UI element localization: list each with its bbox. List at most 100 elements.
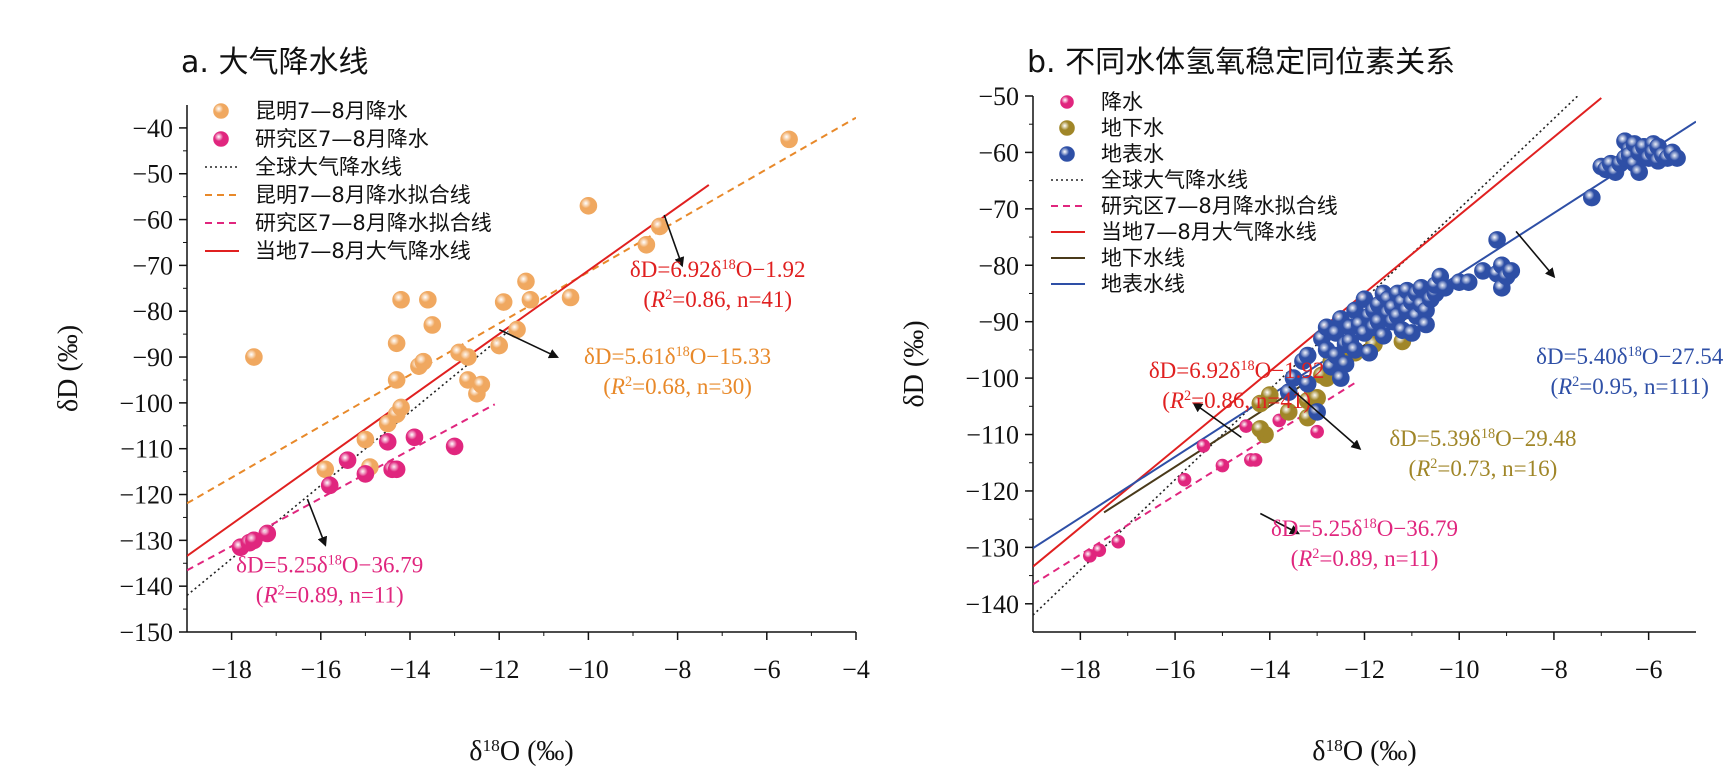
annotation-arrow <box>1259 512 1300 535</box>
annotation-arrow <box>306 498 328 547</box>
data-point <box>1215 458 1230 473</box>
legend-label: 研究区7—8月降水 <box>255 127 429 151</box>
data-point <box>1177 472 1192 487</box>
x-tick-label: −16 <box>300 655 341 684</box>
panel-b: b. 不同水体氢氧稳定同位素关系 −140 −130 −120 −110 −100 −90 −… <box>899 45 1724 767</box>
y-tick-label: −110 <box>966 421 1019 450</box>
data-point <box>356 465 375 483</box>
data-point <box>387 371 406 389</box>
fit-line <box>187 116 856 505</box>
fit-line <box>187 184 710 557</box>
y-tick-label: −50 <box>978 82 1019 111</box>
data-point <box>419 290 437 309</box>
data-point <box>1488 231 1506 249</box>
data-point <box>1239 419 1253 433</box>
y-axis-label: δD (‰) <box>53 325 84 412</box>
y-tick-label: −140 <box>965 590 1019 619</box>
annotation-text: (R2=0.89, n=11) <box>1291 546 1439 571</box>
data-point <box>320 476 339 495</box>
annotation-text: δD=6.92δ18O−1.92 <box>1149 358 1325 383</box>
data-point <box>561 288 580 307</box>
x-tick-label: −8 <box>1540 655 1568 684</box>
y-tick-label: −80 <box>978 251 1019 280</box>
data-point <box>356 430 375 449</box>
legend-label: 全球大气降水线 <box>1101 168 1248 192</box>
data-point <box>414 352 433 371</box>
legend-label: 当地7—8月大气降水线 <box>1101 220 1317 244</box>
data-point <box>1310 424 1324 439</box>
fit-line <box>187 330 509 596</box>
x-tick-label: −6 <box>1635 655 1663 684</box>
data-point <box>392 290 410 309</box>
x-tick-label: −4 <box>842 655 870 684</box>
x-tick-label: −18 <box>211 655 252 684</box>
data-point <box>392 398 410 417</box>
annotation-text: δD=5.25δ18O−36.79 <box>1271 516 1458 541</box>
legend: 降水地下水地表水全球大气降水线研究区7—8月降水拟合线当地7—8月大气降水线地下… <box>1051 90 1338 296</box>
x-axis-label: δ18O (‰) <box>469 736 573 768</box>
data-point <box>1248 453 1263 467</box>
fit-line <box>187 403 496 572</box>
y-tick-label: −90 <box>132 343 173 372</box>
legend-marker <box>1060 95 1074 109</box>
x-tick-label: −12 <box>479 655 520 684</box>
x-axis-label: δ18O (‰) <box>1312 736 1416 768</box>
annotation-arrow <box>1288 385 1362 450</box>
legend-marker <box>213 103 229 119</box>
data-point <box>490 336 509 355</box>
data-point <box>1403 324 1421 342</box>
legend-label: 地下水 <box>1101 116 1164 140</box>
data-point <box>780 130 798 149</box>
annotation-text: (R2=0.89, n=11) <box>256 582 404 607</box>
annotation-text: (R2=0.86, n=41) <box>1162 388 1311 413</box>
data-point <box>1336 355 1355 373</box>
annotation-arrow <box>1515 230 1556 279</box>
data-point <box>1298 346 1317 365</box>
annotation-text: δD=6.92δ18O−1.92 <box>630 257 806 282</box>
legend-label: 当地7—8月大气降水线 <box>255 239 471 263</box>
y-tick-label: −80 <box>132 297 173 326</box>
annotation-text: δD=5.25δ18O−36.79 <box>236 552 423 577</box>
y-tick-label: −40 <box>132 114 173 143</box>
data-point <box>445 437 464 456</box>
legend-label: 地下水线 <box>1101 246 1185 270</box>
y-tick-label: −70 <box>132 251 173 280</box>
x-tick-label: −10 <box>1439 655 1480 684</box>
data-point <box>1251 420 1270 438</box>
data-point <box>1502 262 1521 280</box>
legend-marker <box>1059 120 1075 136</box>
x-tick-label: −14 <box>1249 655 1290 684</box>
data-point <box>1630 163 1648 181</box>
data-point <box>1417 315 1435 334</box>
y-tick-label: −140 <box>119 572 173 601</box>
legend-marker <box>1059 146 1075 162</box>
data-point <box>387 460 406 479</box>
y-tick-label: −70 <box>978 195 1019 224</box>
y-tick-label: −60 <box>978 138 1019 167</box>
data-point <box>316 460 335 479</box>
legend-label: 昆明7—8月降水 <box>255 99 408 123</box>
y-tick-label: −120 <box>119 481 173 510</box>
legend: 昆明7—8月降水研究区7—8月降水全球大气降水线昆明7—8月降水拟合线研究区7—… <box>205 99 492 263</box>
y-tick-label: −90 <box>978 308 1019 337</box>
data-point <box>1092 543 1107 557</box>
data-point <box>1374 326 1393 345</box>
data-point <box>378 433 397 451</box>
y-tick-label: −100 <box>119 389 173 418</box>
annotation-arrow <box>498 328 559 359</box>
x-tick-label: −18 <box>1060 655 1101 684</box>
legend-label: 研究区7—8月降水拟合线 <box>1101 194 1338 218</box>
y-axis-label: δD (‰) <box>899 320 930 407</box>
data-point <box>1668 149 1686 167</box>
x-tick-label: −8 <box>664 655 692 684</box>
y-tick-label: −150 <box>119 618 173 647</box>
data-point <box>472 375 491 394</box>
x-tick-label: −10 <box>568 655 609 684</box>
data-point <box>517 272 535 291</box>
legend-marker <box>213 131 229 147</box>
data-point <box>1196 439 1211 453</box>
data-point <box>579 197 598 215</box>
data-point <box>423 316 442 334</box>
panel-title: a. 大气降水线 <box>181 45 368 80</box>
data-point <box>1298 374 1317 393</box>
